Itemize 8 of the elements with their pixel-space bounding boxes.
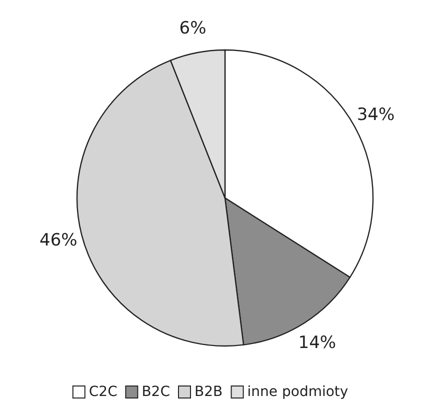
legend-label: inne podmioty [247,384,348,400]
data-label: 6% [179,18,206,39]
legend-label: C2C [88,384,118,400]
data-label: 14% [298,332,336,353]
data-label: 34% [356,104,395,125]
data-label: 46% [40,230,78,250]
legend-label: B2B [194,384,223,400]
legend-label: B2C [142,384,170,400]
